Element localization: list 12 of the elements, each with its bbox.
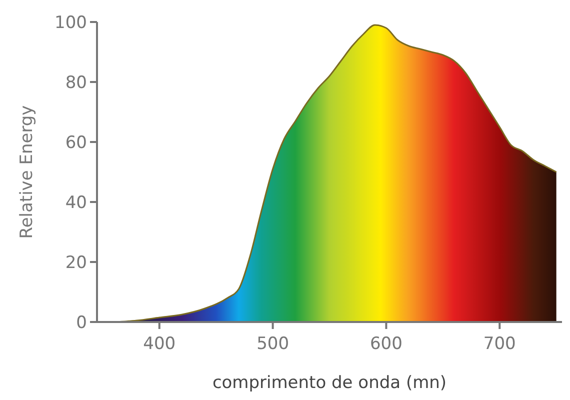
y-tick-label: 100 [54,12,87,33]
x-axis-title: comprimento de onda (mn) [212,373,447,393]
y-tick-label: 0 [76,312,87,333]
x-tick-label: 500 [256,334,290,354]
x-tick-label: 600 [370,334,402,354]
x-tick-label: 700 [483,334,516,354]
y-tick-label: 80 [65,72,87,93]
x-tick-label: 400 [143,334,176,354]
y-tick-label: 40 [65,192,87,213]
y-tick-label: 60 [65,132,87,153]
y-tick-label: 20 [65,252,87,273]
y-axis-title: Relative Energy [17,105,37,239]
